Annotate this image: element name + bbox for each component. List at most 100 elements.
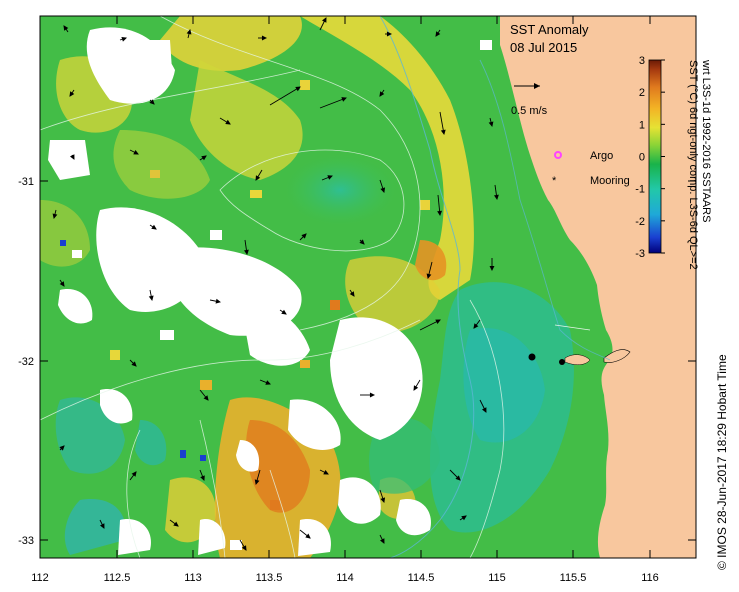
x-tick-label: 114.5 <box>408 572 435 584</box>
colorbar-tick-label: 0 <box>639 152 645 164</box>
current-vector-head <box>473 323 479 329</box>
credit-text: © IMOS 28-Jun-2017 18:29 Hobart Time <box>715 354 729 570</box>
current-vector-head <box>437 210 443 217</box>
x-tick-label: 116 <box>641 572 659 584</box>
mooring-legend-icon: * <box>552 175 557 187</box>
current-vector-head <box>255 175 261 181</box>
current-vector-head <box>379 538 385 544</box>
sst-map-area <box>40 16 696 558</box>
plot-frame <box>39 15 697 559</box>
colorbar-label-line2: wrt L3S-1d 1992-2016 SSTAARS <box>700 59 712 222</box>
axis-ticks <box>39 16 696 558</box>
colorbar: 3 2 1 0 -1 -2 -3 SST (°C) 6d ngt-only comp. L3… <box>635 55 712 270</box>
axis-tick-labels: 112 112.5 113 113.5 114 114.5 115 115.5 116 -31 -3… <box>18 176 659 584</box>
current-vector-head <box>63 25 69 31</box>
map-date: 08 Jul 2015 <box>510 40 577 55</box>
colorbar-tick-label: -1 <box>635 184 645 196</box>
mooring-label: Mooring <box>590 175 630 187</box>
map-title: SST Anomaly <box>510 22 589 37</box>
cool-anomaly-regions <box>55 155 574 555</box>
current-vector-head <box>133 149 139 155</box>
y-tick-label: -32 <box>18 356 34 368</box>
colorbar-tick-label: 2 <box>639 87 645 99</box>
island <box>564 354 591 365</box>
current-vector-head <box>59 445 65 451</box>
current-vector-head <box>203 395 209 401</box>
argo-label: Argo <box>590 150 613 162</box>
cloud-masked-areas <box>48 27 431 556</box>
argo-legend-icon <box>554 151 562 159</box>
current-vector-head <box>241 545 247 551</box>
x-tick-label: 115 <box>488 572 506 584</box>
x-tick-label: 112 <box>31 572 49 584</box>
mooring-marker <box>559 359 565 365</box>
current-vector <box>319 97 347 109</box>
colorbar-ticks: 3 2 1 0 -1 -2 -3 <box>635 55 665 260</box>
current-vector-head <box>386 31 393 37</box>
current-vector-head <box>440 129 446 136</box>
current-vector-head <box>488 121 494 128</box>
shelf-contour-inner <box>479 59 611 361</box>
mooring-marker <box>528 353 536 361</box>
current-vector-head <box>413 385 419 391</box>
current-vectors <box>52 17 499 551</box>
colorbar-tick-label: -3 <box>635 248 645 260</box>
x-tick-label: 112.5 <box>104 572 131 584</box>
warm-anomaly-regions <box>40 16 474 558</box>
colorbar-tick-label: -2 <box>635 216 645 228</box>
colorbar-gradient <box>648 59 662 254</box>
colorbar-tick-label: 3 <box>639 55 645 67</box>
current-vector-head <box>359 239 365 245</box>
colorbar-label-line1: SST (°C) 6d ngt-only comp. L3S-6d QL>=2 <box>687 60 699 270</box>
current-vector-head <box>254 479 260 485</box>
vector-scale-label: 0.5 m/s <box>511 105 548 117</box>
current-vector-head <box>131 471 137 477</box>
current-vector-head <box>186 28 192 35</box>
current-vector-head <box>321 17 327 23</box>
current-vector-head <box>481 407 487 413</box>
x-tick-label: 113.5 <box>256 572 283 584</box>
current-vector-head <box>379 91 385 97</box>
current-vector-head <box>435 31 441 37</box>
current-vector-head <box>305 533 311 539</box>
x-tick-label: 114 <box>336 572 354 584</box>
current-vector-head <box>327 175 333 180</box>
current-vector-head <box>225 119 231 125</box>
marker-legend: Argo * Mooring <box>552 150 630 187</box>
current-vector-head <box>493 194 499 201</box>
shelf-edge-line <box>554 324 591 331</box>
current-vector-head <box>349 291 355 297</box>
estuary-outline <box>603 349 631 363</box>
current-vector-head <box>59 281 65 287</box>
y-tick-label: -33 <box>18 535 34 547</box>
current-vector-head <box>380 497 386 503</box>
current-vector-head <box>261 35 268 41</box>
current-vector-head <box>149 99 155 105</box>
current-vector-head <box>69 91 75 97</box>
current-vector-head <box>121 36 127 42</box>
current-vector-head <box>369 392 376 398</box>
current-vector-head <box>455 475 461 481</box>
current-vector-head <box>341 97 347 102</box>
land-mass <box>500 16 696 558</box>
x-tick-label: 115.5 <box>560 572 587 584</box>
current-vector-head <box>265 380 271 385</box>
current-vector-head <box>461 515 467 521</box>
current-vector-head <box>435 319 441 325</box>
y-tick-label: -31 <box>18 176 34 188</box>
current-vector-head <box>69 154 75 160</box>
vector-scale: 0.5 m/s <box>511 83 548 117</box>
current-vector-head <box>131 361 137 367</box>
current-vector <box>269 86 301 106</box>
current-vector-head <box>295 86 301 92</box>
pixel-texture <box>60 40 492 550</box>
current-vector-head <box>380 187 386 193</box>
current-vector-head <box>148 295 154 302</box>
current-vector-head <box>215 298 222 304</box>
current-vector-head <box>173 521 179 527</box>
colorbar-tick-label: 1 <box>639 119 645 131</box>
current-vector-head <box>489 265 495 272</box>
contour-lines <box>40 16 505 558</box>
current-vector-head <box>281 309 287 315</box>
